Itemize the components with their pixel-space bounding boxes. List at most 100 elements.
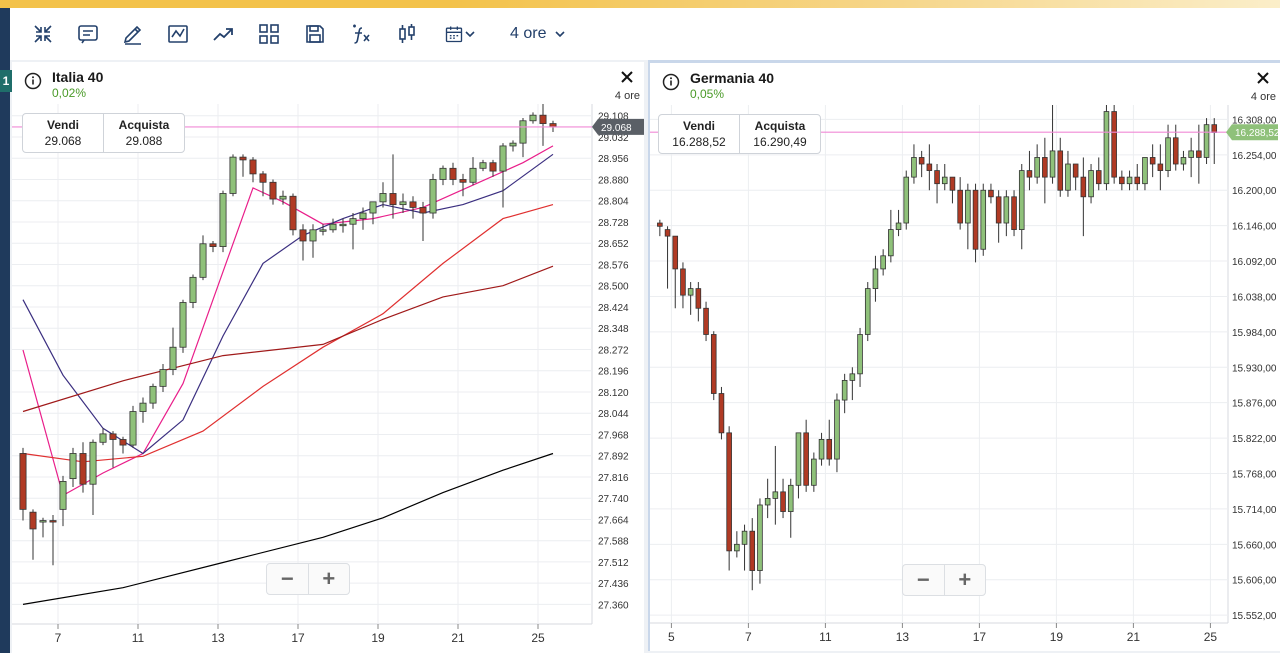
candle-body (309, 229, 317, 242)
moving-average-line (22, 265, 554, 413)
candle-body (1011, 196, 1017, 230)
candle-body (926, 163, 933, 171)
y-tick-label: 15.930,00 (1232, 363, 1277, 374)
candle (1065, 150, 1071, 197)
zoom-in-button[interactable]: + (943, 565, 986, 595)
candle-body (1103, 111, 1110, 185)
candle (399, 193, 407, 214)
candle (249, 157, 257, 183)
candle (1034, 144, 1040, 184)
candle (726, 426, 732, 571)
x-tick-label: 17 (973, 630, 987, 644)
candle-body (239, 156, 247, 161)
candle-body (1134, 176, 1141, 185)
layout-grid-icon[interactable] (256, 22, 282, 46)
candle (1042, 137, 1048, 204)
candle-body (539, 114, 547, 124)
sidebar-badge[interactable]: 1 (0, 70, 12, 92)
grid (650, 105, 1229, 628)
candle-body (29, 511, 37, 530)
candle-body (1026, 170, 1033, 178)
candle (309, 224, 317, 258)
candlestick-icon[interactable] (394, 22, 420, 46)
candle-body (895, 222, 902, 230)
left-sidebar-edge (0, 8, 10, 653)
compress-icon[interactable] (30, 22, 56, 46)
close-icon[interactable] (616, 66, 638, 88)
current-price-tag (592, 118, 644, 135)
buy-button[interactable]: Acquista 29.088 (103, 114, 184, 152)
candle-body (664, 229, 671, 237)
candle (359, 207, 367, 230)
percent-change: 0,05% (690, 87, 725, 101)
candle (818, 432, 825, 466)
candle (409, 196, 417, 219)
candle (89, 439, 97, 515)
panel-timeframe: 4 ore (1250, 91, 1276, 103)
candle (519, 117, 527, 158)
x-tick-label: 21 (451, 631, 465, 645)
candle (787, 478, 794, 538)
candle (389, 154, 397, 219)
candle (1149, 144, 1156, 178)
chart-type-icon[interactable] (165, 22, 191, 46)
zoom-out-button[interactable]: − (280, 566, 294, 591)
price-chart[interactable]: 29.108 29.032 28.956 28.880 28.804 28.728 28.6… (12, 104, 644, 653)
candle-body (219, 193, 227, 247)
candle-body (329, 223, 337, 231)
candle (509, 140, 517, 152)
buy-button[interactable]: Acquista 16.290,49 (739, 115, 820, 153)
x-tick-label: 13 (896, 630, 910, 644)
y-tick-label: 27.436 (598, 579, 629, 590)
candle (1111, 105, 1117, 184)
timeframe-dropdown[interactable]: 4 ore (510, 22, 566, 46)
candle-body (703, 307, 709, 335)
function-icon[interactable] (348, 22, 374, 46)
notes-icon[interactable] (75, 22, 101, 46)
trend-icon[interactable] (210, 22, 236, 46)
candle (695, 282, 702, 322)
y-tick-label: 15.552,00 (1232, 611, 1277, 622)
zoom-out-button[interactable]: − (916, 567, 930, 592)
candle-body (479, 162, 487, 169)
candle-body (259, 173, 267, 183)
x-tick-label: 21 (1127, 630, 1141, 644)
draw-icon[interactable] (120, 22, 146, 46)
candle (369, 201, 377, 225)
candle (918, 150, 925, 178)
x-tick-label: 13 (211, 631, 225, 645)
candle-body (49, 520, 57, 523)
candle-body (1157, 163, 1164, 171)
candle-body (1080, 176, 1087, 198)
zoom-in-button[interactable]: + (307, 564, 350, 594)
zoom-controls: − + (902, 564, 986, 596)
current-price-label: 29.068 (601, 123, 632, 134)
candle-body (89, 441, 97, 485)
sell-button[interactable]: Vendi 29.068 (23, 114, 103, 152)
candle (926, 144, 933, 191)
save-icon[interactable] (302, 22, 328, 46)
x-tick-label: 5 (668, 630, 675, 644)
candle-body (389, 193, 397, 206)
candle-body (369, 201, 377, 214)
candle-body (1049, 150, 1056, 178)
sell-button[interactable]: Vendi 16.288,52 (659, 115, 739, 153)
candle (499, 143, 507, 208)
candle-body (289, 195, 297, 231)
candle (1018, 164, 1025, 250)
close-icon[interactable] (1252, 67, 1274, 89)
calendar-icon[interactable] (438, 22, 482, 46)
candle-body (229, 156, 237, 194)
candle (941, 164, 948, 191)
chart-panel-germania: Germania 40 0,05% 4 ore 16.308,00 16.254,… (648, 60, 1280, 651)
candle-body (972, 189, 979, 250)
candle-body (119, 439, 127, 446)
price-chart[interactable]: 16.308,00 16.254,00 16.200,00 16.146,00 16.0… (650, 105, 1278, 651)
candle (429, 173, 437, 219)
info-icon[interactable] (662, 73, 680, 91)
candle-body (780, 491, 786, 512)
sell-price: 16.288,52 (672, 135, 726, 149)
info-icon[interactable] (24, 72, 42, 90)
y-tick-label: 28.576 (598, 260, 629, 271)
candle-body (1018, 170, 1025, 230)
